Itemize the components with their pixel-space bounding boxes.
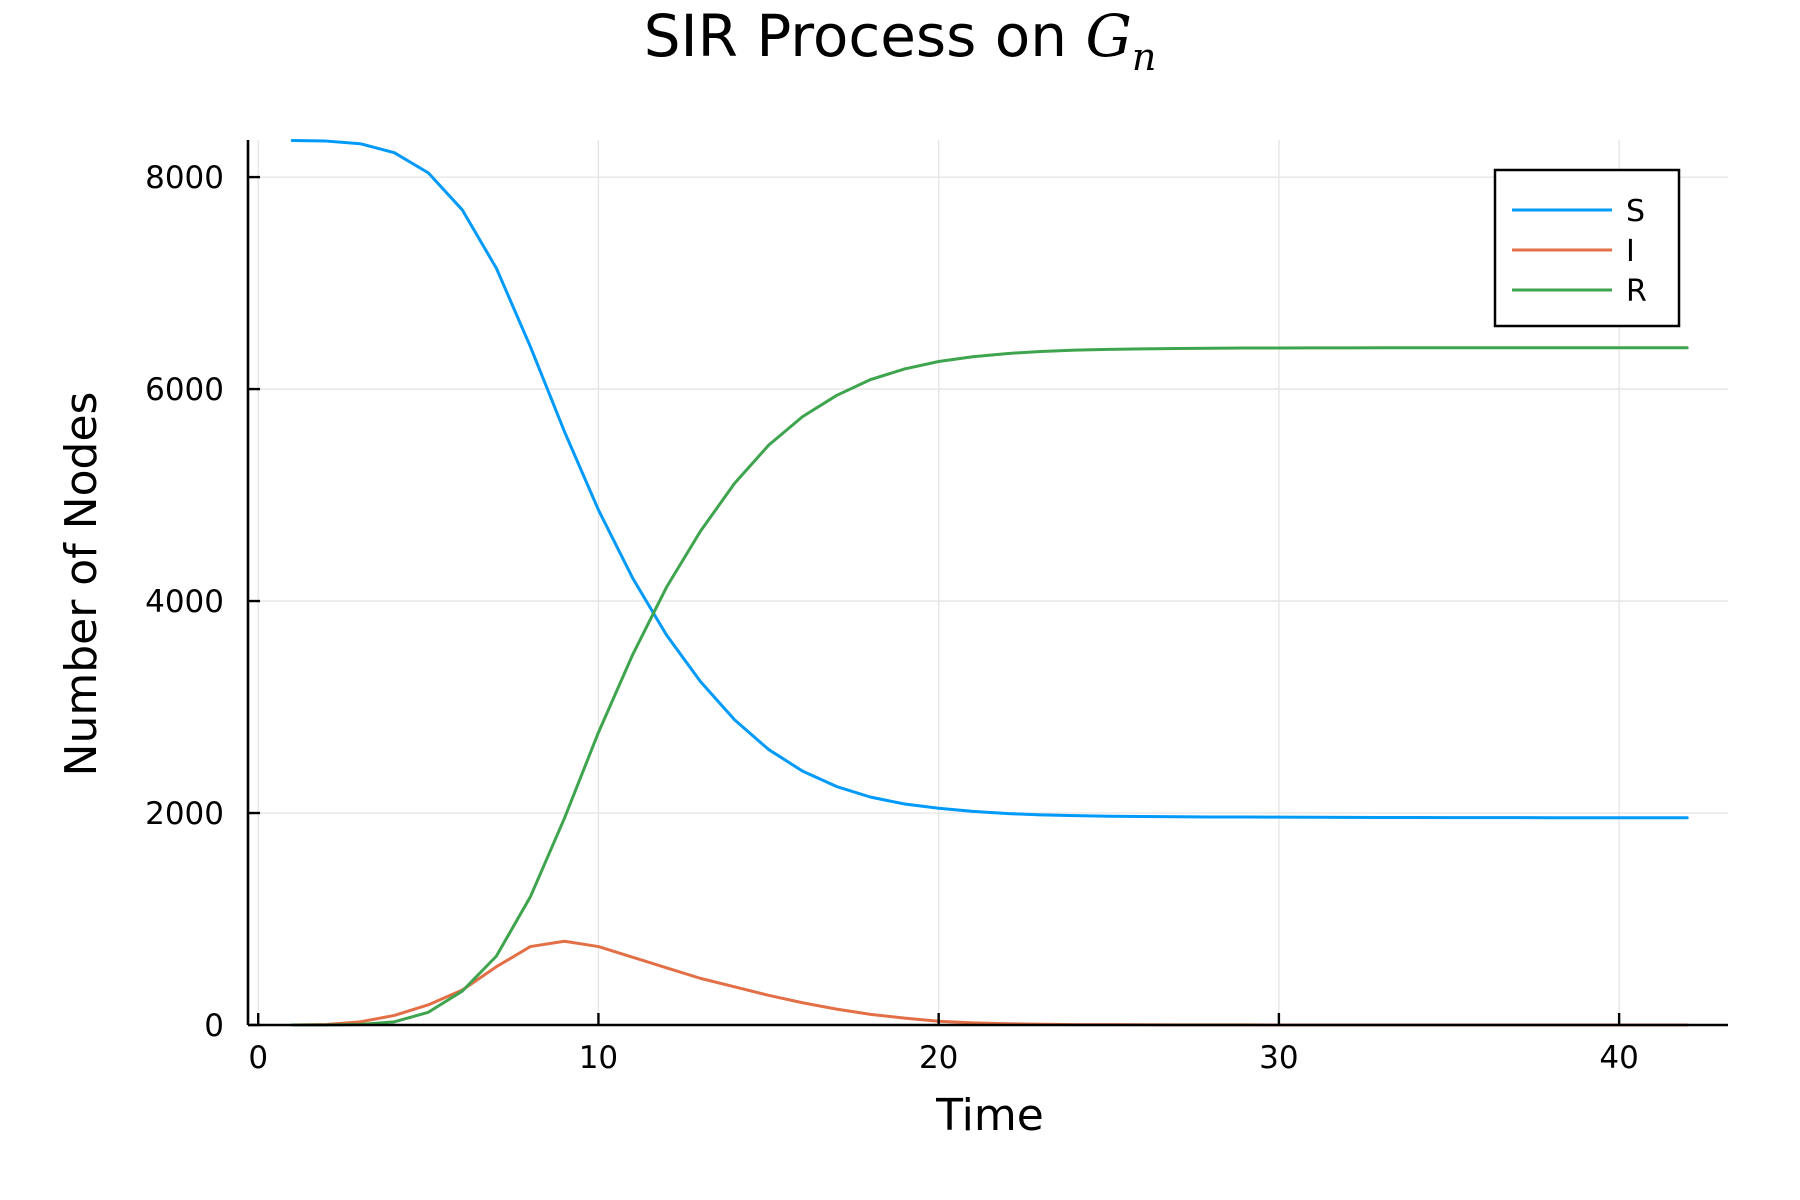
legend-label-r: R [1626, 274, 1647, 309]
x-tick-label: 40 [1599, 1040, 1638, 1076]
y-tick-labels: 0 2000 4000 6000 8000 [145, 160, 224, 1044]
x-tick-label: 30 [1259, 1040, 1298, 1076]
x-tick-label: 10 [579, 1040, 618, 1076]
y-tick-label: 8000 [145, 160, 224, 196]
x-tick-labels: 0 10 20 30 40 [248, 1040, 1639, 1076]
series-line-r [290, 346, 1689, 1027]
y-tick-label: 0 [204, 1008, 224, 1044]
y-tick-label: 4000 [145, 584, 224, 620]
legend-box [1493, 168, 1681, 328]
series-lines [290, 139, 1689, 1027]
x-tick-label: 20 [919, 1040, 958, 1076]
series-line-s [290, 139, 1689, 820]
chart-title: SIR Process on Gn [644, 2, 1157, 79]
axes [246, 140, 1728, 1027]
y-tick-label: 6000 [145, 372, 224, 408]
y-axis-label: Number of Nodes [56, 392, 107, 777]
chart-title-math-subscript: n [1132, 35, 1156, 79]
chart-title-math: G [1085, 2, 1131, 70]
x-axis-label: Time [935, 1090, 1044, 1141]
legend: SIR [1493, 168, 1681, 328]
series-line-i [290, 939, 1689, 1027]
y-tick-label: 2000 [145, 796, 224, 832]
legend-label-s: S [1626, 194, 1645, 229]
x-tick-label: 0 [248, 1040, 268, 1076]
legend-label-i: I [1626, 234, 1635, 269]
chart-title-text: SIR Process on [644, 2, 1086, 70]
